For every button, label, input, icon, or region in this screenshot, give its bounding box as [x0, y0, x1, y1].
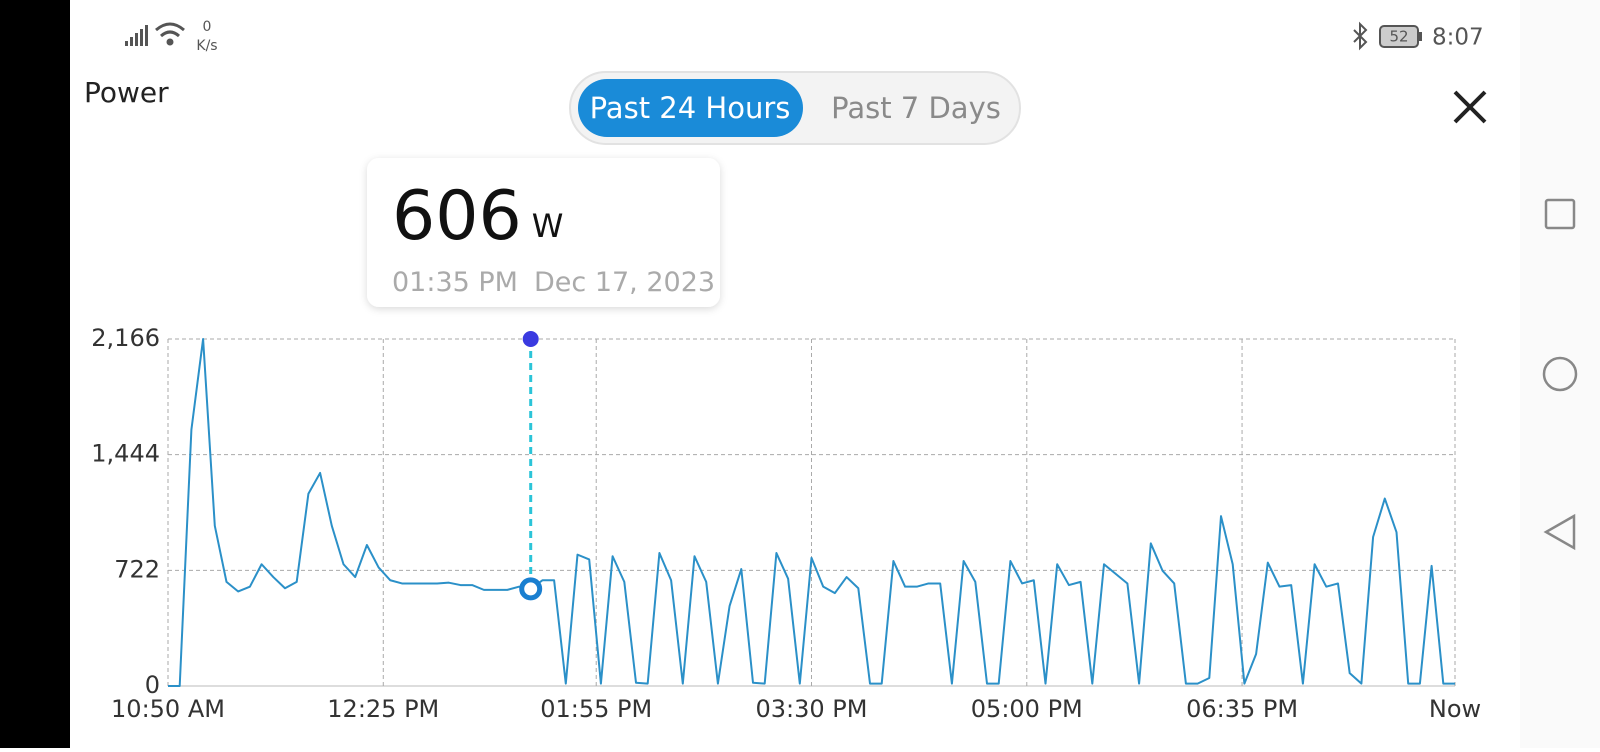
- battery-tip: [1419, 32, 1422, 41]
- wifi-icon: [155, 22, 185, 46]
- signal-icon: [125, 25, 148, 46]
- tooltip: [367, 158, 720, 307]
- tab-selected[interactable]: [578, 79, 803, 137]
- battery-level: 52: [1389, 28, 1408, 46]
- tooltip-value: 606 W: [392, 177, 563, 256]
- close-button[interactable]: [1453, 90, 1487, 124]
- bluetooth-icon: [1353, 21, 1368, 51]
- tooltip-number: 606: [392, 177, 522, 256]
- x-tick-label: Now: [1429, 695, 1481, 723]
- y-tick-label: 1,444: [91, 440, 160, 468]
- x-tick-label: 12:25 PM: [327, 695, 439, 723]
- y-tick-label: 0: [145, 671, 160, 699]
- tooltip-time: 01:35 PM Dec 17, 2023: [392, 267, 715, 298]
- x-tick-label: 05:00 PM: [971, 695, 1083, 723]
- nav-bar: [1520, 0, 1600, 748]
- x-tick-label: 10:50 AM: [111, 695, 225, 723]
- x-tick-label: 06:35 PM: [1186, 695, 1298, 723]
- y-tick-label: 2,166: [91, 324, 160, 352]
- left-bezel: [0, 0, 70, 748]
- x-tick-label: 01:55 PM: [540, 695, 652, 723]
- battery-icon: [1379, 25, 1419, 48]
- tab-label[interactable]: Past 7 Days: [831, 91, 1001, 125]
- tooltip-hour: 01:35 PM: [392, 267, 518, 298]
- tab-label[interactable]: Past 24 Hours: [590, 91, 791, 125]
- net-unit: K/s: [196, 38, 217, 54]
- page-title: Power: [84, 76, 169, 109]
- highlight-top-dot: [522, 331, 539, 347]
- tooltip-date: Dec 17, 2023: [534, 267, 715, 298]
- tooltip-unit: W: [532, 207, 564, 245]
- x-tick-label: 03:30 PM: [756, 695, 868, 723]
- net-speed: 0: [203, 19, 212, 35]
- plot: 0 722 1,444 2,166 10:50 AM 12:25 PM 01:55 PM 03…: [91, 324, 1481, 723]
- y-tick-label: 722: [114, 555, 160, 583]
- clock: 8:07: [1432, 25, 1484, 51]
- highlight-point: [519, 577, 543, 601]
- data-line: [168, 338, 1455, 687]
- back-button[interactable]: [1543, 513, 1576, 551]
- home-button[interactable]: [1542, 356, 1578, 392]
- recents-button[interactable]: [1544, 198, 1576, 230]
